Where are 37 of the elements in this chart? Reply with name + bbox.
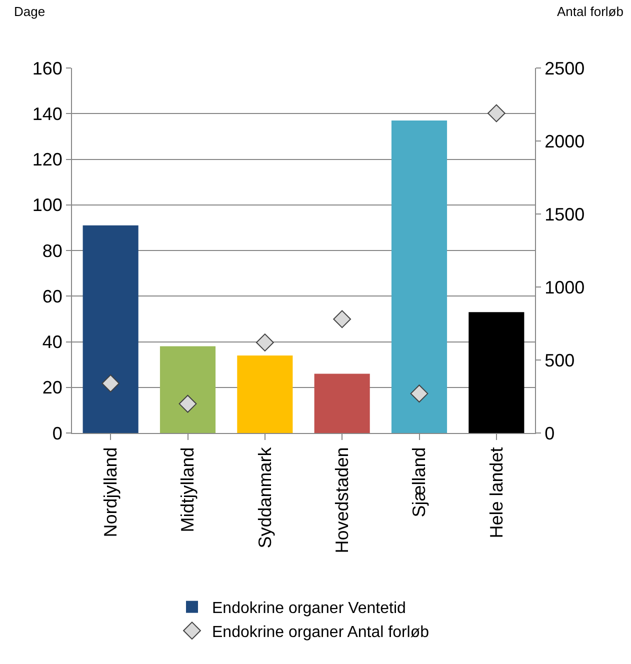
y-tick-label: 20 bbox=[42, 378, 62, 398]
legend-label: Endokrine organer Antal forløb bbox=[212, 624, 430, 641]
point bbox=[333, 310, 352, 328]
bar bbox=[82, 225, 138, 433]
y2-tick-label: 0 bbox=[544, 423, 555, 444]
point bbox=[256, 334, 274, 352]
bar bbox=[160, 346, 216, 433]
y-axis-title: Dage bbox=[14, 4, 46, 19]
point bbox=[487, 104, 506, 122]
bar bbox=[314, 374, 370, 433]
x-tick-label: Hovedstaden bbox=[332, 447, 352, 554]
y-tick-label: 60 bbox=[42, 286, 62, 306]
y2-tick-label: 1000 bbox=[544, 277, 585, 298]
y2-tick-label: 2500 bbox=[544, 58, 585, 78]
x-tick-label: Nordjylland bbox=[100, 447, 120, 538]
x-tick-label: Hele landet bbox=[486, 447, 506, 538]
y2-tick-label: 500 bbox=[544, 350, 575, 370]
point bbox=[102, 374, 120, 392]
y-tick-label: 100 bbox=[32, 195, 62, 216]
y-tick-label: 40 bbox=[42, 332, 62, 352]
point bbox=[410, 384, 428, 403]
x-tick-label: Sjælland bbox=[409, 447, 430, 518]
y-tick-label: 0 bbox=[52, 423, 62, 444]
bar bbox=[468, 312, 524, 433]
y-tick-label: 140 bbox=[32, 104, 62, 124]
bar bbox=[391, 120, 448, 433]
y-tick-label: 160 bbox=[32, 58, 62, 78]
x-tick-label: Syddanmark bbox=[254, 446, 275, 548]
y2-tick-label: 1500 bbox=[544, 204, 585, 224]
legend-label: Endokrine organer Ventetid bbox=[212, 600, 406, 618]
y2-axis-title: Antal forløb bbox=[557, 4, 624, 19]
y-tick-label: 120 bbox=[32, 150, 62, 170]
bar bbox=[237, 355, 293, 433]
y2-tick-label: 2000 bbox=[544, 131, 585, 152]
y-tick-label: 80 bbox=[42, 240, 62, 261]
x-tick-label: Midtjylland bbox=[178, 447, 198, 532]
point bbox=[178, 394, 197, 413]
